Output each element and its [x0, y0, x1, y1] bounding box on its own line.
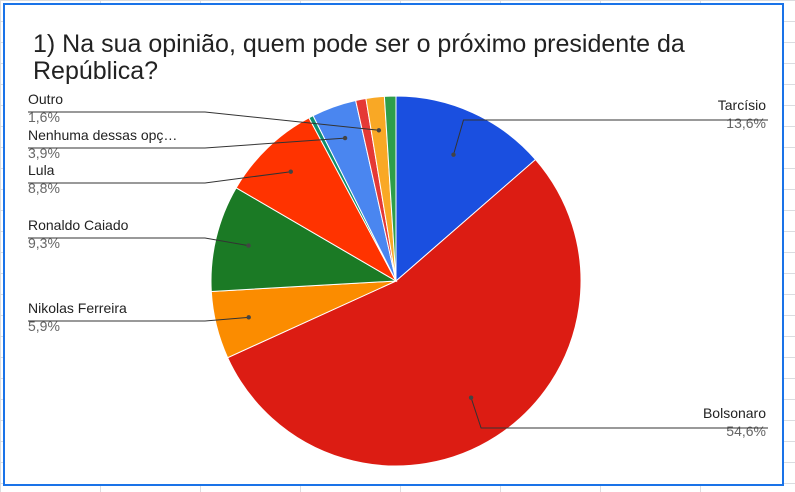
label-ronaldo-caiado-leader-line — [28, 237, 249, 247]
label-nikolas-ferreira-name: Nikolas Ferreira — [28, 300, 127, 316]
label-nenhuma-dessas-opc-name: Nenhuma dessas opç… — [28, 127, 177, 143]
label-bolsonaro-name: Bolsonaro — [703, 405, 766, 421]
label-outro-leader-dot — [376, 128, 382, 133]
label-tarcisio-leader-dot — [451, 152, 456, 157]
label-outro-pct: 1,6% — [28, 109, 60, 125]
label-nikolas-ferreira-leader-line — [28, 316, 249, 322]
label-nikolas-ferreira-leader-dot — [246, 315, 251, 320]
pie-slice-bolsonaro[interactable] — [226, 158, 582, 467]
pie-slice-lula[interactable] — [235, 117, 398, 283]
label-ronaldo-caiado-name: Ronaldo Caiado — [28, 217, 129, 233]
label-ronaldo-caiado-leader-dot — [246, 243, 251, 248]
pie-slice-tarcisio[interactable] — [395, 95, 537, 283]
label-outro-leader-line — [28, 111, 379, 131]
label-nikolas-ferreira-pct: 5,9% — [28, 318, 60, 334]
pie-slice-ronaldo-caiado[interactable] — [210, 187, 398, 292]
label-lula-name: Lula — [28, 162, 55, 178]
label-nenhuma-dessas-opc-leader-line — [28, 137, 346, 149]
label-bolsonaro-leader-dot — [468, 395, 474, 400]
label-outro-name: Outro — [28, 91, 63, 107]
chart-title: 1) Na sua opinião, quem pode ser o próxi… — [33, 30, 685, 85]
label-tarcisio-leader-line — [453, 119, 768, 155]
label-ronaldo-caiado-pct: 9,3% — [28, 235, 60, 251]
label-lula-pct: 8,8% — [28, 180, 60, 196]
pie-slice-unlabeled-9[interactable] — [383, 95, 397, 282]
label-nenhuma-dessas-opc-leader-dot — [342, 135, 348, 141]
label-lula-leader-line — [28, 171, 291, 184]
label-lula-leader-dot — [288, 169, 293, 174]
label-bolsonaro-pct: 54,6% — [726, 423, 766, 439]
label-nenhuma-dessas-opc-pct: 3,9% — [28, 145, 60, 161]
label-tarcisio-name: Tarcísio — [718, 97, 766, 113]
label-bolsonaro-leader-line — [470, 397, 768, 429]
label-tarcisio-pct: 13,6% — [726, 115, 766, 131]
